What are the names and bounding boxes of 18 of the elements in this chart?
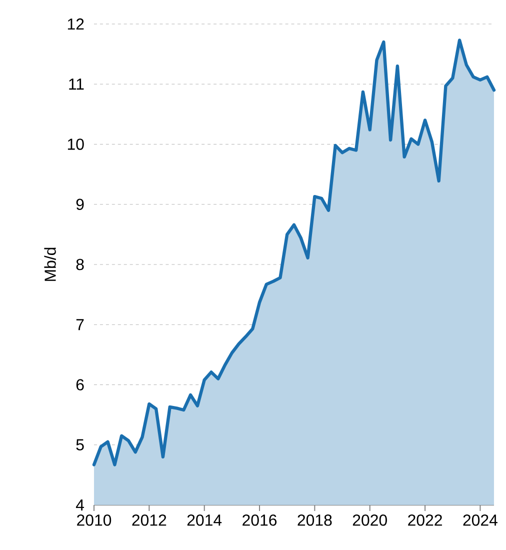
x-tick-label: 2022	[408, 514, 442, 526]
x-tick-label: 2012	[132, 514, 166, 526]
y-tick-label: 12	[68, 18, 84, 30]
y-tick-label: 5	[76, 439, 84, 450]
x-tick-label: 2018	[298, 514, 332, 526]
y-tick-label: 6	[76, 379, 84, 390]
y-tick-label: 11	[69, 78, 84, 90]
x-tick-label: 2016	[242, 514, 277, 526]
y-tick-label: 10	[68, 138, 84, 150]
y-tick-label: 4	[76, 500, 84, 510]
y-tick-label: 8	[76, 258, 84, 270]
x-tick-label: 2020	[352, 514, 387, 526]
y-tick-label: 9	[76, 198, 84, 210]
x-tick-label: 2014	[187, 514, 222, 526]
y-axis-title: Mb/d	[44, 248, 56, 281]
x-tick-label: 2010	[77, 514, 112, 526]
x-tick-label: 2024	[463, 514, 498, 526]
y-tick-label: 7	[76, 319, 84, 330]
